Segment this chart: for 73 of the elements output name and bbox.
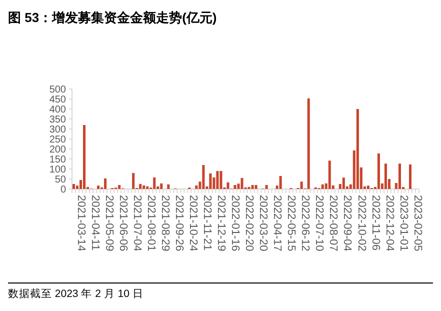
bar: [342, 178, 345, 189]
bar: [265, 185, 268, 189]
bar: [167, 184, 170, 189]
x-tick-label: 2022-07-10: [313, 195, 326, 252]
bar: [240, 178, 244, 189]
y-tick-label: 100: [49, 164, 66, 176]
x-tick-label: 2022-09-04: [341, 195, 354, 252]
x-tick-label: 2022-08-07: [327, 195, 340, 252]
bar: [300, 182, 303, 189]
x-tick-label: 2021-05-09: [102, 195, 115, 252]
bar: [377, 153, 380, 189]
y-tick-label: 150: [49, 154, 66, 166]
bar: [209, 173, 212, 189]
y-tick-label: 400: [49, 104, 66, 116]
x-tick-label: 2022-10-02: [355, 195, 368, 252]
bar: [72, 184, 76, 189]
y-tick-label: 0: [60, 184, 66, 196]
bar: [139, 184, 142, 189]
x-tick-label: 2021-06-06: [116, 195, 129, 252]
x-tick-label: 2021-03-14: [74, 195, 87, 252]
x-tick-label: 2021-08-29: [158, 195, 171, 252]
bar: [321, 184, 324, 189]
bar: [83, 125, 86, 189]
bar: [226, 182, 230, 189]
bar: [220, 171, 222, 189]
y-tick-label: 200: [49, 144, 66, 156]
y-tick-label: 500: [49, 84, 66, 96]
bar: [279, 176, 282, 189]
x-tick-label: 2021-11-21: [201, 195, 214, 250]
bar: [251, 185, 254, 189]
bar: [356, 109, 359, 189]
x-tick-label: 2022-04-17: [271, 195, 284, 252]
bar: [234, 185, 236, 189]
x-tick-label: 2021-04-11: [88, 195, 101, 250]
y-tick-label: 250: [49, 134, 66, 146]
bar: [408, 164, 412, 189]
x-tick-label: 2022-12-04: [383, 195, 396, 252]
x-tick-label: 2022-06-12: [299, 195, 312, 252]
x-tick-label: 2021-12-19: [215, 195, 228, 252]
x-tick-label: 2021-08-01: [144, 195, 157, 252]
y-tick-label: 300: [49, 124, 66, 136]
y-tick-label: 350: [49, 114, 66, 126]
bar: [97, 186, 100, 189]
x-tick-label: 2022-02-20: [243, 195, 256, 252]
bar: [328, 160, 331, 189]
x-tick-label: 2023-01-01: [397, 195, 410, 252]
bar: [104, 178, 107, 189]
x-tick-label: 2021-07-04: [130, 195, 143, 252]
bar: [202, 165, 205, 189]
x-tick-label: 2021-10-24: [187, 195, 200, 252]
bar: [384, 164, 387, 189]
bar: [254, 185, 258, 189]
annotation: 数据截至 2023 年 2 月 10 日: [8, 288, 144, 300]
x-tick-label: 2023-02-05: [411, 195, 424, 252]
bar: [160, 183, 163, 189]
bar: [132, 173, 135, 189]
bar: [142, 185, 146, 189]
bar: [146, 186, 149, 189]
bar: [216, 171, 219, 189]
x-tick-label: 2021-09-26: [173, 195, 185, 252]
x-tick-label: 2022-03-20: [257, 195, 270, 252]
y-tick-label: 50: [54, 174, 66, 186]
bar: [366, 186, 370, 189]
bar: [195, 185, 198, 189]
y-tick-label: 450: [49, 94, 66, 106]
bar: [118, 185, 121, 189]
bar: [398, 164, 401, 189]
x-tick-label: 2022-01-16: [229, 195, 242, 252]
bar: [307, 98, 310, 189]
x-tick-label: 2022-05-15: [285, 195, 298, 252]
title: 图 53：增发募集资金金额走势(亿元): [8, 10, 217, 25]
bar: [153, 177, 156, 189]
x-tick-label: 2022-11-06: [369, 195, 382, 250]
